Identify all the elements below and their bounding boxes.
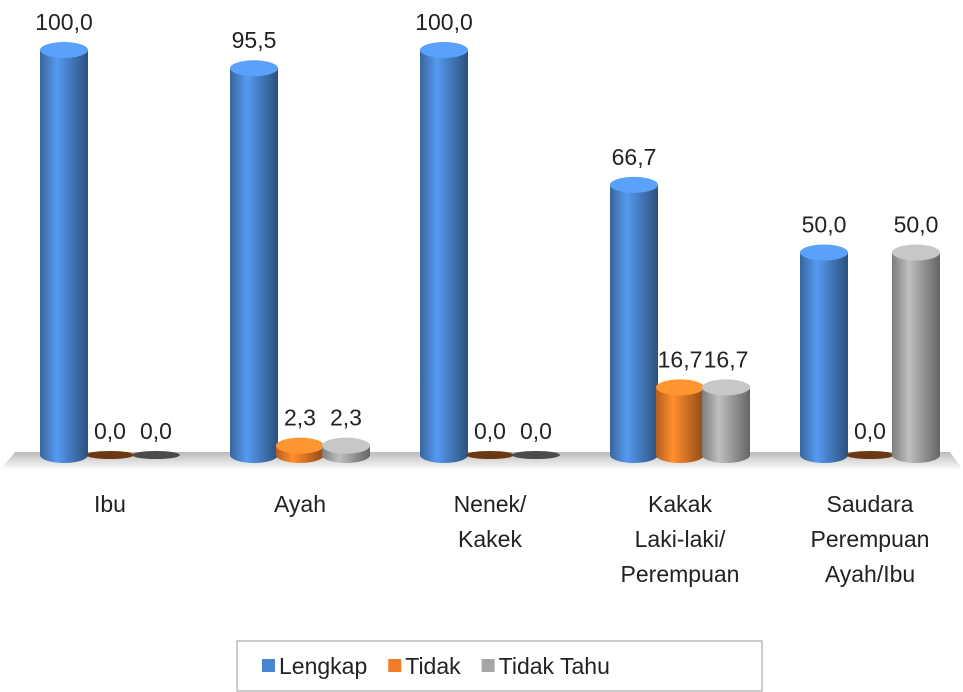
- legend-box: [236, 640, 763, 692]
- bar: [610, 176, 658, 464]
- x-tick-label: Ibu: [94, 491, 126, 517]
- legend-label: Tidak Tahu: [499, 653, 610, 679]
- bar: [466, 451, 514, 459]
- value-label: 66,7: [612, 144, 657, 170]
- bar-top: [512, 451, 560, 459]
- bar-top: [230, 60, 278, 77]
- bar-top: [420, 42, 468, 58]
- bar-top: [702, 379, 750, 396]
- value-label: 16,7: [704, 346, 749, 372]
- value-label: 0,0: [474, 418, 506, 444]
- x-tick-label: Saudara Perempuan Ayah/Ibu: [811, 491, 930, 587]
- bar-body: [702, 387, 750, 463]
- value-label: 0,0: [854, 418, 886, 444]
- bar-body: [40, 50, 88, 463]
- bar-top: [132, 451, 180, 459]
- bar-top: [276, 437, 324, 454]
- value-label: 0,0: [94, 418, 126, 444]
- bar-top: [800, 244, 848, 261]
- value-label: 0,0: [140, 418, 172, 444]
- bar: [846, 451, 894, 459]
- bar: [512, 451, 560, 459]
- bar-top: [846, 451, 894, 459]
- x-tick-label: Nenek/Kakek: [454, 491, 527, 552]
- value-label: 100,0: [35, 9, 93, 35]
- bar: [656, 379, 704, 463]
- bar: [40, 42, 88, 463]
- legend-swatch: [388, 659, 402, 672]
- bar-body: [656, 387, 704, 463]
- bar-body: [230, 68, 278, 463]
- bar-body: [892, 252, 940, 463]
- legend-swatch: [262, 659, 275, 672]
- bar-top: [40, 42, 88, 58]
- bar-top: [656, 379, 704, 396]
- bar: [800, 244, 848, 463]
- bar-body: [800, 252, 848, 463]
- value-label: 50,0: [802, 212, 847, 238]
- bar-top: [322, 437, 370, 454]
- legend-label: Tidak: [405, 653, 461, 679]
- value-label: 95,5: [232, 27, 277, 53]
- bar: [702, 379, 750, 463]
- bar: [322, 437, 370, 463]
- value-label: 0,0: [520, 418, 552, 444]
- value-label: 2,3: [330, 405, 362, 431]
- bar: [420, 42, 468, 463]
- bar-body: [420, 50, 468, 463]
- bar: [86, 451, 134, 459]
- value-label: 100,0: [415, 9, 473, 35]
- legend-label: Lengkap: [279, 653, 367, 679]
- value-label: 2,3: [284, 405, 316, 431]
- value-label: 16,7: [658, 346, 703, 372]
- bar: [892, 244, 940, 463]
- bar-top: [892, 244, 940, 261]
- bar-top: [610, 176, 658, 193]
- value-label: 50,0: [894, 212, 939, 238]
- bar: [230, 60, 278, 463]
- bar-top: [86, 451, 134, 459]
- x-tick-label: Kakak Laki-laki/Perempuan: [621, 491, 740, 587]
- bar-top: [466, 451, 514, 459]
- bar: [276, 437, 324, 463]
- x-tick-label: Ayah: [274, 491, 326, 517]
- legend-swatch: [481, 659, 495, 672]
- bar: [132, 451, 180, 459]
- bar-body: [610, 184, 658, 464]
